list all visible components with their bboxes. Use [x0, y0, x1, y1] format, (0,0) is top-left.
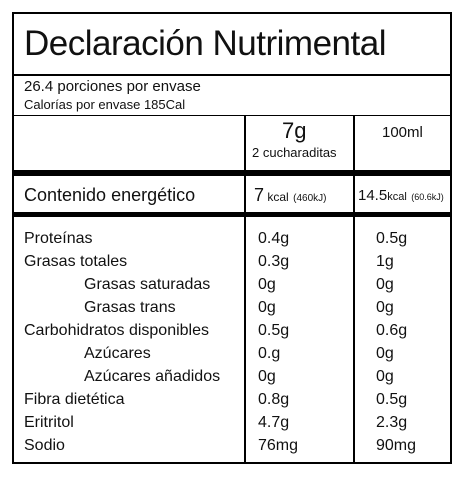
row-per100: 90mg: [376, 437, 417, 454]
row-name: Fibra dietética: [24, 391, 125, 408]
row-portion: 0.3g: [258, 253, 290, 270]
row-portion: 76mg: [258, 437, 299, 454]
row-name: Azúcares: [84, 345, 151, 362]
row-portion: 0g: [258, 299, 276, 316]
row-name: Carbohidratos disponibles: [24, 322, 209, 339]
row-per100: 0.6g: [376, 322, 408, 339]
row-portion: 0.8g: [258, 391, 290, 408]
row-name: Grasas trans: [84, 299, 176, 316]
column-separator-2: [353, 115, 355, 462]
row-per100: 1g: [376, 253, 394, 270]
row-portion: 0.5g: [258, 322, 290, 339]
row-per100: 0g: [376, 276, 394, 293]
servings-text: 26.4 porciones por envase: [24, 78, 201, 95]
column-separator-1: [244, 115, 246, 462]
row-per100: 0g: [376, 368, 394, 385]
energy-per100-value: 14.5: [358, 187, 388, 204]
energy-per100-kj: (60.6kJ): [411, 192, 444, 202]
header-thick-divider: [14, 170, 450, 176]
row-per100: 0.5g: [376, 391, 408, 408]
row-name: Grasas saturadas: [84, 276, 211, 293]
row-per100: 0g: [376, 299, 394, 316]
energy-portion-unit: kcal: [264, 190, 289, 204]
energy-thick-divider: [14, 212, 450, 217]
energy-per100-unit: kcal: [387, 191, 407, 203]
energy-portion-value: 7: [254, 185, 265, 205]
energy-per100: 14.5kcal (60.6kJ): [358, 187, 444, 205]
row-name: Azúcares añadidos: [84, 368, 221, 385]
row-per100: 2.3g: [376, 414, 408, 431]
nutrition-label: Declaración Nutrimental 26.4 porciones p…: [12, 12, 452, 464]
row-portion: 4.7g: [258, 414, 290, 431]
portion-header-sub: 2 cucharaditas: [252, 145, 337, 160]
servings-divider: [14, 115, 450, 116]
row-per100: 0g: [376, 345, 394, 362]
row-per100: 0.5g: [376, 230, 408, 247]
row-portion: 0g: [258, 276, 276, 293]
row-name: Sodio: [24, 437, 65, 454]
energy-label: Contenido energético: [24, 185, 196, 205]
title-divider: [14, 74, 450, 76]
energy-portion: 7 kcal (460kJ): [254, 185, 327, 206]
row-name: Proteínas: [24, 230, 93, 247]
row-name: Eritritol: [24, 414, 74, 431]
label-title: Declaración Nutrimental: [24, 24, 386, 63]
energy-portion-kj: (460kJ): [293, 193, 327, 204]
per100-header: 100ml: [382, 124, 423, 141]
row-portion: 0g: [258, 368, 276, 385]
row-name: Grasas totales: [24, 253, 128, 270]
portion-header-main: 7g: [282, 118, 307, 143]
row-portion: 0.g: [258, 345, 281, 362]
row-portion: 0.4g: [258, 230, 290, 247]
calories-per-pack-text: Calorías por envase 185Cal: [24, 97, 186, 112]
